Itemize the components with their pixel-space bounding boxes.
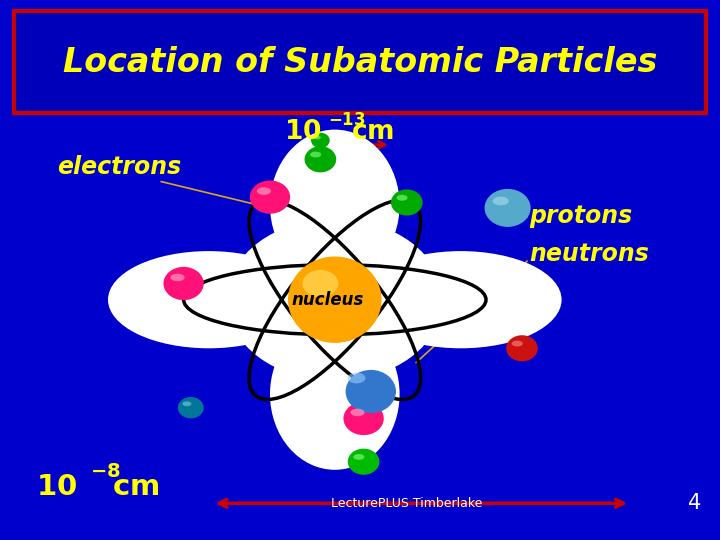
Text: Location of Subatomic Particles: Location of Subatomic Particles (63, 45, 657, 79)
Ellipse shape (512, 341, 523, 347)
Ellipse shape (108, 251, 310, 348)
Text: $\mathbf{10}$: $\mathbf{10}$ (36, 473, 77, 501)
Ellipse shape (288, 256, 382, 343)
Text: $\mathbf{-8}$: $\mathbf{-8}$ (90, 462, 121, 482)
Ellipse shape (348, 449, 379, 475)
Text: 4: 4 (688, 493, 701, 514)
Text: neutrons: neutrons (529, 242, 649, 266)
Ellipse shape (182, 401, 192, 406)
Text: electrons: electrons (58, 156, 182, 179)
Ellipse shape (163, 267, 204, 300)
Text: $\mathbf{-13}$: $\mathbf{-13}$ (328, 111, 365, 129)
Ellipse shape (257, 187, 271, 195)
Text: LecturePLUS Timberlake: LecturePLUS Timberlake (331, 497, 482, 510)
Ellipse shape (227, 219, 443, 381)
Text: $\mathbf{10}$: $\mathbf{10}$ (284, 119, 322, 145)
Text: nucleus: nucleus (292, 291, 364, 309)
Ellipse shape (270, 130, 400, 281)
Ellipse shape (171, 274, 184, 281)
Ellipse shape (302, 270, 338, 297)
Ellipse shape (360, 251, 562, 348)
Ellipse shape (270, 319, 400, 470)
Ellipse shape (250, 180, 290, 214)
Ellipse shape (346, 370, 396, 413)
Ellipse shape (178, 397, 204, 418)
Ellipse shape (506, 335, 538, 361)
Ellipse shape (391, 190, 423, 215)
Ellipse shape (351, 409, 364, 416)
Ellipse shape (343, 402, 384, 435)
Text: $\mathbf{cm}$: $\mathbf{cm}$ (351, 119, 395, 145)
Ellipse shape (397, 195, 408, 201)
Ellipse shape (485, 189, 531, 227)
Ellipse shape (354, 454, 364, 460)
Ellipse shape (310, 152, 321, 158)
Text: protons: protons (529, 204, 632, 228)
Ellipse shape (305, 146, 336, 172)
Ellipse shape (492, 197, 509, 205)
Ellipse shape (311, 133, 330, 148)
Text: $\mathbf{cm}$: $\mathbf{cm}$ (112, 473, 159, 501)
Ellipse shape (315, 136, 321, 139)
FancyBboxPatch shape (14, 11, 706, 113)
Ellipse shape (347, 373, 365, 383)
